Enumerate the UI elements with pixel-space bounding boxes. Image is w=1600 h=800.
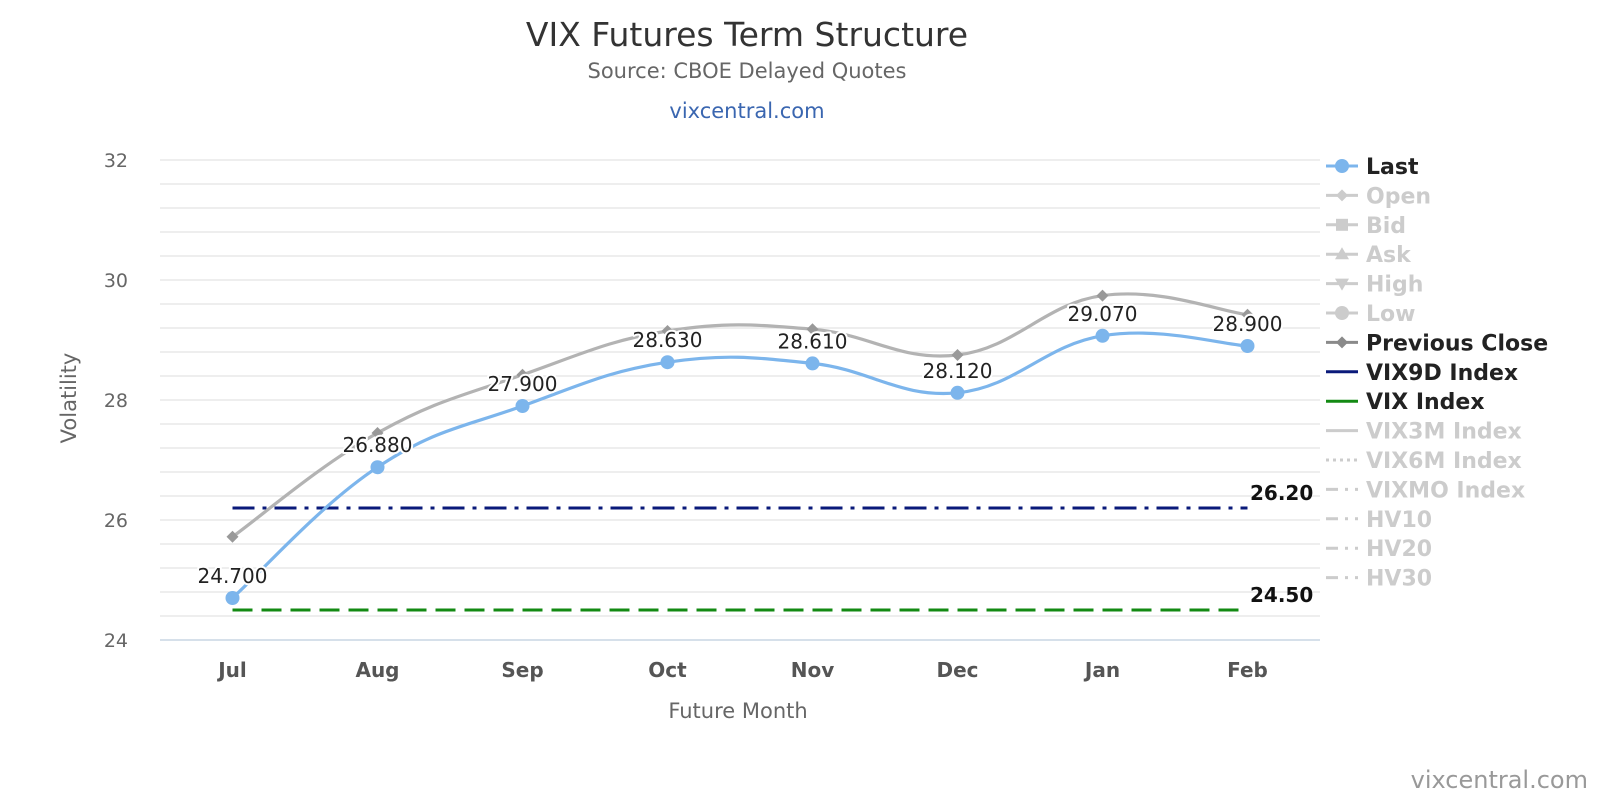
chart-title: VIX Futures Term Structure (526, 15, 968, 54)
series-group: 24.700 26.880 27.900 28.630 28.610 28.120 29.0… (196, 289, 1284, 605)
data-point[interactable] (225, 591, 240, 605)
legend-marker-diamond-icon (1336, 189, 1348, 202)
y-tick-label: 26 (104, 510, 128, 532)
legend-item-vix3m-index[interactable]: VIX3M Index (1326, 420, 1522, 445)
legend-item-vix6m-index[interactable]: VIX6M Index (1326, 449, 1522, 474)
x-tick-label: Oct (648, 658, 687, 682)
legend-item-hv10[interactable]: HV10 (1326, 508, 1432, 533)
reference-line-label: 24.50 (1250, 583, 1313, 607)
legend-marker-square-icon (1336, 218, 1348, 231)
legend-item-high[interactable]: High (1326, 273, 1423, 298)
series-line (231, 292, 1248, 539)
x-tick-label: Nov (791, 658, 835, 682)
y-tick-label: 30 (104, 270, 128, 292)
data-point[interactable] (805, 356, 820, 371)
data-label: 26.880 (343, 433, 413, 457)
legend-label: VIX9D Index (1366, 361, 1518, 386)
legend-label: Bid (1366, 214, 1406, 239)
data-label: 27.900 (488, 372, 558, 396)
legend-label: Last (1366, 155, 1419, 180)
legend-item-vix9d-index[interactable]: VIX9D Index (1326, 361, 1518, 386)
data-point[interactable] (1095, 328, 1110, 343)
plot-grid (160, 159, 1320, 641)
legend-item-low[interactable]: Low (1326, 302, 1415, 327)
data-point[interactable] (1096, 289, 1109, 302)
y-axis-ticks: 24 26 28 30 32 (104, 150, 128, 652)
legend[interactable]: Last Open Bid Ask High Low Previous Close VIX9D… (1326, 155, 1548, 592)
data-label: 24.700 (198, 564, 268, 588)
data-label: 29.070 (1068, 302, 1138, 326)
data-point[interactable] (950, 385, 965, 400)
legend-marker-triangle-down-icon (1335, 278, 1349, 291)
data-point[interactable] (951, 349, 964, 361)
x-tick-label: Dec (936, 658, 978, 682)
legend-marker-circle-icon (1335, 306, 1349, 320)
data-point[interactable] (806, 323, 819, 336)
y-axis-title: Volatility (57, 353, 81, 444)
legend-label: VIX3M Index (1366, 420, 1522, 445)
legend-item-last[interactable]: Last (1326, 155, 1419, 180)
legend-label: HV10 (1366, 508, 1432, 533)
legend-item-previous-close[interactable]: Previous Close (1326, 331, 1548, 356)
series-line (231, 331, 1248, 600)
data-label: 28.630 (633, 328, 703, 352)
series-previous-close (226, 289, 1254, 543)
legend-label: HV30 (1366, 567, 1432, 592)
data-label: 28.900 (1213, 312, 1283, 336)
data-point[interactable] (515, 399, 530, 413)
legend-item-ask[interactable]: Ask (1326, 243, 1412, 268)
legend-marker-circle-icon (1335, 159, 1349, 173)
series-last: 24.700 26.880 27.900 28.630 28.610 28.120 29.0… (196, 300, 1284, 605)
x-axis-ticks: Jul Aug Sep Oct Nov Dec Jan Feb (216, 658, 1268, 682)
x-tick-label: Jan (1083, 658, 1120, 682)
data-label: 28.120 (923, 359, 993, 383)
x-tick-label: Feb (1227, 658, 1268, 682)
legend-label: Previous Close (1366, 331, 1548, 356)
legend-label: VIX6M Index (1366, 449, 1522, 474)
legend-item-vix-index[interactable]: VIX Index (1326, 390, 1485, 415)
x-tick-label: Aug (355, 658, 399, 682)
data-point[interactable] (226, 530, 239, 543)
data-point[interactable] (661, 325, 674, 337)
data-point[interactable] (1240, 339, 1255, 353)
data-point[interactable] (1241, 308, 1254, 321)
x-tick-label: Sep (501, 658, 543, 682)
x-tick-label: Jul (216, 658, 247, 682)
legend-marker-diamond-icon (1336, 336, 1348, 349)
reference-line-label: 26.20 (1250, 481, 1313, 505)
legend-item-hv30[interactable]: HV30 (1326, 567, 1432, 592)
credit-text[interactable]: vixcentral.com (1411, 766, 1588, 794)
legend-marker-triangle-icon (1335, 247, 1349, 260)
data-point[interactable] (370, 460, 385, 475)
vixcentral-link[interactable]: vixcentral.com (669, 99, 824, 123)
legend-item-bid[interactable]: Bid (1326, 214, 1406, 239)
legend-label: VIXMO Index (1366, 478, 1525, 503)
data-point[interactable] (371, 427, 384, 439)
data-label: 28.610 (778, 329, 848, 353)
data-point[interactable] (516, 368, 529, 381)
legend-item-vixmo-index[interactable]: VIXMO Index (1326, 478, 1525, 503)
chart-subtitle: Source: CBOE Delayed Quotes (588, 59, 907, 83)
legend-item-hv20[interactable]: HV20 (1326, 537, 1432, 562)
legend-label: Open (1366, 184, 1431, 209)
legend-label: VIX Index (1366, 390, 1485, 415)
legend-item-open[interactable]: Open (1326, 184, 1431, 209)
legend-label: Ask (1366, 243, 1412, 268)
legend-label: Low (1366, 302, 1415, 327)
legend-label: HV20 (1366, 537, 1432, 562)
y-tick-label: 32 (104, 150, 128, 172)
legend-label: High (1366, 273, 1423, 298)
reference-lines: 26.20 24.50 (232, 481, 1313, 612)
y-tick-label: 28 (104, 390, 128, 412)
data-point[interactable] (660, 355, 675, 370)
x-axis-title: Future Month (668, 699, 807, 723)
y-tick-label: 24 (104, 630, 128, 652)
